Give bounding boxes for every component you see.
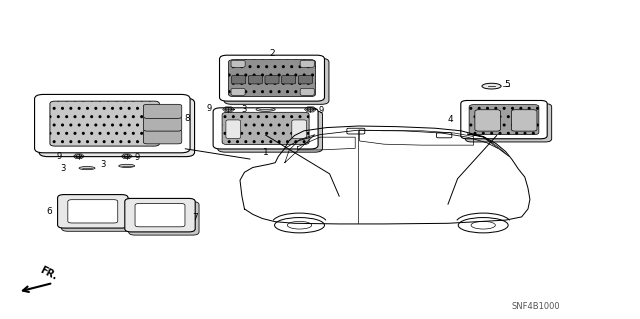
FancyBboxPatch shape (220, 55, 324, 101)
FancyBboxPatch shape (228, 60, 316, 97)
FancyBboxPatch shape (465, 104, 552, 142)
FancyBboxPatch shape (248, 76, 262, 84)
Ellipse shape (256, 108, 275, 111)
FancyBboxPatch shape (231, 88, 245, 95)
Text: 9: 9 (206, 104, 211, 113)
Text: 7: 7 (192, 213, 198, 222)
Text: 5: 5 (504, 80, 510, 89)
FancyBboxPatch shape (226, 120, 241, 138)
FancyBboxPatch shape (347, 128, 365, 134)
FancyBboxPatch shape (129, 202, 199, 235)
Text: SNF4B1000: SNF4B1000 (512, 302, 561, 311)
FancyBboxPatch shape (231, 60, 245, 67)
FancyBboxPatch shape (265, 76, 279, 84)
FancyBboxPatch shape (50, 101, 159, 146)
FancyBboxPatch shape (282, 76, 296, 84)
Text: 9: 9 (318, 106, 323, 115)
FancyBboxPatch shape (218, 111, 323, 152)
FancyBboxPatch shape (436, 133, 452, 138)
FancyBboxPatch shape (461, 100, 547, 139)
FancyBboxPatch shape (213, 108, 318, 149)
Text: 4: 4 (447, 115, 453, 124)
Text: 1: 1 (263, 148, 268, 157)
FancyBboxPatch shape (511, 110, 537, 131)
FancyBboxPatch shape (300, 88, 314, 95)
Text: 9: 9 (56, 152, 61, 161)
Ellipse shape (79, 167, 95, 170)
Text: 2: 2 (269, 49, 275, 58)
FancyBboxPatch shape (224, 58, 329, 104)
FancyBboxPatch shape (35, 94, 190, 153)
FancyBboxPatch shape (135, 204, 185, 227)
FancyBboxPatch shape (58, 195, 128, 228)
Text: 6: 6 (47, 207, 52, 216)
Text: 3: 3 (241, 105, 246, 114)
Text: 3: 3 (100, 160, 105, 169)
Ellipse shape (119, 164, 135, 167)
FancyBboxPatch shape (143, 130, 182, 144)
Text: 9: 9 (134, 153, 140, 162)
Text: 3: 3 (60, 164, 65, 173)
FancyBboxPatch shape (298, 76, 312, 84)
FancyBboxPatch shape (39, 98, 195, 157)
FancyBboxPatch shape (68, 200, 118, 223)
Text: FR.: FR. (38, 264, 59, 282)
FancyBboxPatch shape (292, 120, 307, 138)
FancyBboxPatch shape (469, 105, 539, 135)
Ellipse shape (482, 83, 501, 89)
Text: 8: 8 (184, 114, 190, 123)
FancyBboxPatch shape (475, 110, 500, 131)
FancyBboxPatch shape (125, 198, 195, 232)
FancyBboxPatch shape (143, 104, 182, 118)
FancyBboxPatch shape (300, 60, 314, 67)
FancyBboxPatch shape (222, 112, 309, 145)
FancyBboxPatch shape (61, 198, 132, 231)
FancyBboxPatch shape (143, 117, 182, 131)
FancyBboxPatch shape (232, 76, 246, 84)
